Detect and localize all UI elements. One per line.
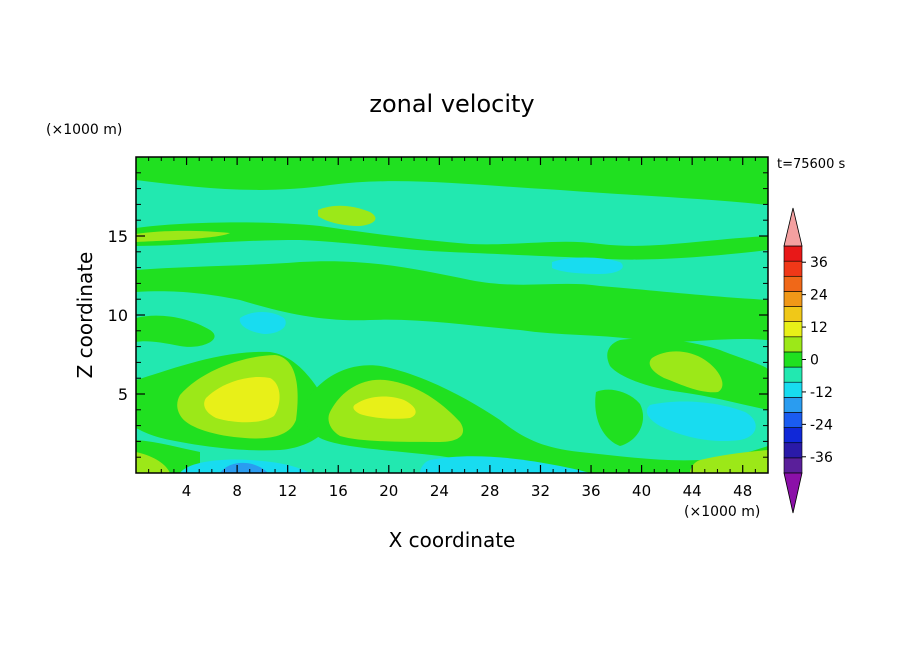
colorbar-tick-label: -36 [810, 450, 833, 466]
colorbar-cell [783, 260, 803, 277]
x-tick-label: 16 [329, 482, 348, 500]
field-region-12-center [353, 396, 416, 419]
field-region-0-left-mid [136, 315, 215, 347]
colorbar-tick-label: 36 [810, 255, 828, 271]
colorbar-cell [783, 366, 803, 383]
field-region-6-top-mid [318, 205, 376, 226]
colorbar-cell [783, 306, 803, 322]
x-tick-label: 8 [232, 482, 242, 500]
colorbar-tick-label: 24 [810, 288, 828, 304]
field-region-m12-mid [239, 312, 286, 334]
colorbar-cell [783, 351, 803, 368]
chart-title: zonal velocity [369, 90, 534, 118]
x-tick-label: 12 [278, 482, 297, 500]
field-region-12-left [204, 376, 280, 423]
x-tick-label: 20 [379, 482, 398, 500]
colorbar-under-triangle [783, 472, 803, 514]
z-axis: 5 10 15 [108, 172, 768, 458]
colorbar-tick-label: 0 [810, 353, 819, 369]
field-region-6-band15 [136, 230, 230, 242]
field-region-m12-upper [552, 257, 623, 274]
colorbar-cell [783, 397, 803, 413]
colorbar-tick-label: -24 [810, 417, 833, 433]
field-region-6-right [649, 351, 723, 393]
z-axis-title: Z coordinate [73, 252, 97, 379]
colorbar-over-triangle [783, 207, 803, 247]
x-tick-label: 28 [480, 482, 499, 500]
colorbar-cell [783, 245, 803, 262]
colorbar-cell [783, 291, 803, 307]
colorbar-cell [783, 275, 803, 292]
colorbar-cell [783, 442, 803, 459]
colorbar-cell [783, 321, 803, 338]
z-axis-unit: (×1000 m) [46, 122, 122, 138]
field-region-0-mid [136, 261, 768, 342]
x-tick-label: 24 [430, 482, 449, 500]
x-tick-label: 32 [531, 482, 550, 500]
z-tick-label: 10 [108, 306, 128, 325]
colorbar-cell [783, 336, 803, 353]
x-axis-unit: (×1000 m) [684, 504, 760, 520]
x-tick-label: 40 [632, 482, 651, 500]
field-region-0-top [136, 157, 768, 205]
colorbar-cell [783, 457, 803, 474]
colorbar: 36 24 12 0 -12 -24 -36 [783, 207, 833, 514]
time-label: t=75600 s [777, 157, 845, 172]
field-region-6-bottom-left [136, 452, 170, 473]
x-tick-label: 48 [733, 482, 752, 500]
x-tick-label: 4 [182, 482, 192, 500]
x-axis: 4 8 12 16 20 24 28 32 36 40 44 48 [148, 157, 756, 500]
velocity-field [136, 157, 768, 473]
colorbar-cell [783, 412, 803, 428]
field-region-m12-lowcenter [420, 456, 590, 473]
field-region-6-bottom-right [690, 450, 768, 473]
colorbar-cell [783, 427, 803, 444]
x-tick-label: 36 [581, 482, 600, 500]
x-tick-label: 44 [683, 482, 702, 500]
field-region-0-band15 [136, 222, 768, 260]
z-tick-label: 15 [108, 227, 128, 246]
field-region-m12-right [646, 401, 756, 442]
x-axis-title: X coordinate [389, 528, 516, 552]
colorbar-tick-label: -12 [810, 385, 833, 401]
colorbar-tick-label: 12 [810, 320, 828, 336]
field-region-0-right-low [595, 389, 644, 446]
field-region-m18-bottom [220, 462, 268, 473]
colorbar-cell [783, 381, 803, 398]
z-tick-label: 5 [118, 385, 128, 404]
